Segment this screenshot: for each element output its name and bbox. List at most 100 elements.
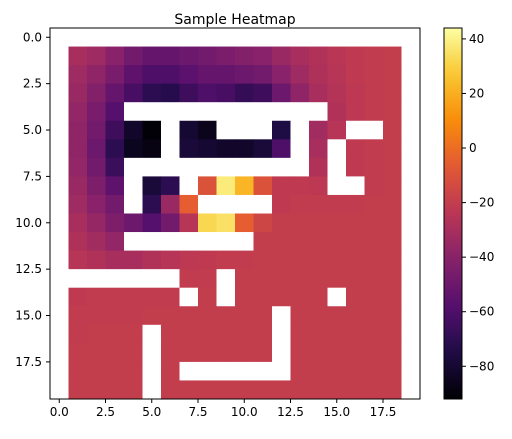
heatmap-cell: [179, 269, 199, 289]
heatmap-cell: [327, 361, 347, 381]
colorbar-tick-label: −20: [469, 196, 494, 210]
heatmap-cell: [105, 83, 125, 103]
heatmap-cell: [142, 120, 162, 140]
heatmap-cell: [105, 399, 125, 418]
heatmap-cell: [87, 306, 106, 326]
heatmap-cell: [198, 232, 217, 251]
heatmap-cell: [179, 250, 199, 270]
heatmap-cell: [105, 232, 125, 251]
heatmap-cell: [309, 65, 328, 85]
heatmap-cell: [142, 287, 162, 307]
heatmap-cell: [364, 380, 384, 400]
colorbar-tick-label: 40: [469, 32, 484, 46]
heatmap-cell: [198, 287, 217, 307]
x-axis: 0.0 2.5 5.0 7.5 10.0 12.5 15.0 17.5: [50, 399, 396, 419]
heatmap-cell: [401, 102, 421, 122]
heatmap-cell: [105, 343, 125, 363]
heatmap-cell: [68, 176, 88, 196]
heatmap-cell: [216, 102, 236, 122]
heatmap-cell: [50, 380, 69, 400]
heatmap-cell: [290, 176, 310, 196]
heatmap-cell: [346, 65, 365, 85]
heatmap-cell: [124, 120, 143, 140]
heatmap-cell: [364, 194, 384, 214]
heatmap-cell: [87, 343, 106, 363]
heatmap-cell: [142, 157, 162, 177]
heatmap-cell: [401, 380, 421, 400]
heatmap-cell: [198, 361, 217, 381]
heatmap-cell: [87, 120, 106, 140]
heatmap-cell: [327, 28, 347, 47]
heatmap-cell: [87, 250, 106, 270]
heatmap-cell: [253, 250, 273, 270]
heatmap-cell: [401, 324, 421, 344]
heatmap-cell: [401, 46, 421, 66]
heatmap-cell: [272, 250, 291, 270]
heatmap-cell: [383, 250, 402, 270]
heatmap-cell: [364, 324, 384, 344]
heatmap-cell: [105, 324, 125, 344]
heatmap-cell: [290, 28, 310, 47]
heatmap-cell: [235, 176, 254, 196]
heatmap-cell: [272, 380, 291, 400]
heatmap-cell: [161, 361, 180, 381]
heatmap-cell: [161, 232, 180, 251]
heatmap-cell: [161, 380, 180, 400]
heatmap-cell: [216, 324, 236, 344]
heatmap-cell: [253, 120, 273, 140]
heatmap-cell: [142, 324, 162, 344]
heatmap-cell: [87, 139, 106, 159]
heatmap-cell: [235, 361, 254, 381]
heatmap-cell: [216, 213, 236, 233]
heatmap-cell: [235, 343, 254, 363]
heatmap-cell: [272, 213, 291, 233]
heatmap-cell: [179, 306, 199, 326]
heatmap-cell: [290, 102, 310, 122]
heatmap-cell: [179, 83, 199, 103]
heatmap-cell: [364, 102, 384, 122]
heatmap-cell: [253, 361, 273, 381]
heatmap-cell: [124, 157, 143, 177]
heatmap-cell: [272, 139, 291, 159]
heatmap-cell: [179, 46, 199, 66]
heatmap-cell: [364, 176, 384, 196]
heatmap-cell: [253, 399, 273, 418]
heatmap-cell: [142, 399, 162, 418]
heatmap-cell: [290, 287, 310, 307]
heatmap-cell: [401, 194, 421, 214]
heatmap-cell: [161, 102, 180, 122]
heatmap-cell: [216, 361, 236, 381]
colorbar-axis: 40 20 0 −20 −40 −60 −80: [462, 32, 494, 373]
heatmap-cell: [346, 120, 365, 140]
colorbar: [443, 27, 463, 400]
heatmap-cell: [87, 46, 106, 66]
heatmap-cell: [401, 306, 421, 326]
heatmap-cell: [161, 194, 180, 214]
heatmap-cell: [272, 28, 291, 47]
heatmap-cell: [253, 157, 273, 177]
heatmap-cell: [124, 102, 143, 122]
heatmap-cell: [142, 65, 162, 85]
heatmap-cell: [124, 399, 143, 418]
heatmap-cell: [290, 361, 310, 381]
heatmap-cell: [364, 250, 384, 270]
heatmap-cell: [309, 232, 328, 251]
heatmap-cell: [364, 120, 384, 140]
heatmap-cell: [68, 250, 88, 270]
heatmap-cell: [346, 28, 365, 47]
heatmap-cell: [87, 213, 106, 233]
heatmap-cell: [216, 306, 236, 326]
heatmap-cell: [50, 65, 69, 85]
heatmap-cell: [87, 324, 106, 344]
heatmap-cell: [124, 28, 143, 47]
heatmap-cell: [50, 139, 69, 159]
heatmap-cell: [105, 28, 125, 47]
heatmap-cell: [327, 324, 347, 344]
heatmap-cell: [383, 213, 402, 233]
heatmap-cell: [309, 361, 328, 381]
heatmap-cell: [253, 213, 273, 233]
heatmap-cell: [346, 83, 365, 103]
heatmap-cell: [346, 399, 365, 418]
heatmap-cell: [50, 250, 69, 270]
heatmap-cell: [235, 65, 254, 85]
